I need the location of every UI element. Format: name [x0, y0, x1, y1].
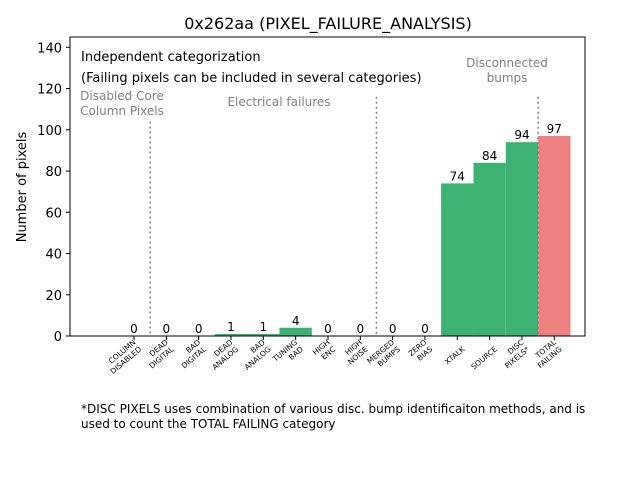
x-axis: COLUMNDISABLED DEADDIGITAL BADDIGITAL DEADA…: [103, 336, 564, 376]
bar: [441, 183, 474, 336]
data-label: 84: [482, 149, 497, 163]
data-label: 0: [324, 322, 332, 336]
bar: [505, 142, 539, 336]
data-label: 0: [195, 322, 203, 336]
separators-group: [149, 96, 539, 336]
section-label: Column Pixels: [80, 104, 164, 118]
y-tick-label: 20: [45, 289, 62, 304]
y-tick-label: 100: [37, 124, 62, 139]
bar: [538, 135, 571, 336]
bar: [473, 162, 506, 336]
data-label: 0: [130, 322, 138, 336]
footnote-line-2: used to count the TOTAL FAILING category: [81, 417, 336, 431]
data-label: 0: [421, 322, 429, 336]
bars-group: 0 0 0 1 1 4 0 0 0 0 74 84 94 97: [130, 122, 571, 336]
x-tick-label: HIGHENC: [311, 338, 337, 364]
x-tick-label: SOURCE: [469, 344, 499, 371]
y-tick-label: 0: [54, 330, 62, 345]
x-tick-label: COLUMNDISABLED: [103, 338, 144, 376]
x-tick-label: BADANALOG: [237, 338, 273, 372]
data-label: 97: [547, 122, 562, 136]
x-tick-label: TOTALFAILING: [530, 337, 564, 370]
section-label: Electrical failures: [227, 95, 330, 109]
footnote-line-1: *DISC PIXELS uses combination of various…: [81, 402, 585, 416]
bar: [247, 333, 280, 336]
y-tick-label: 40: [45, 248, 62, 263]
section-label: Disabled Core: [80, 89, 164, 103]
annotation-title: Independent categorization: [81, 50, 261, 65]
bar: [214, 333, 248, 336]
plot-frame: [69, 36, 586, 337]
x-tick-label-line: SOURCE: [469, 344, 499, 371]
data-label: 4: [292, 314, 300, 328]
data-label: 0: [163, 322, 171, 336]
y-tick-label: 120: [37, 83, 62, 98]
data-label: 1: [227, 320, 235, 334]
section-label: bumps: [487, 71, 528, 85]
data-label: 74: [450, 169, 465, 183]
y-tick-label: 80: [45, 165, 62, 180]
y-axis: 0 20 40 60 80 100 120 140: [37, 41, 70, 345]
y-tick-label: 140: [37, 41, 62, 56]
data-label: 1: [259, 320, 267, 334]
data-label: 0: [389, 322, 397, 336]
data-label: 94: [514, 128, 529, 142]
bar: [279, 327, 312, 336]
x-tick-label: TUNINGBAD: [270, 338, 305, 371]
annotation-subtitle: (Failing pixels can be included in sever…: [81, 71, 422, 86]
x-tick-label: BADDIGITAL: [174, 337, 209, 370]
x-tick-label: MERGEDBUMPS: [365, 338, 402, 373]
x-tick-label: HIGHNOISE: [340, 338, 370, 367]
y-axis-label: Number of pixels: [15, 131, 30, 242]
chart-title: 0x262aa (PIXEL_FAILURE_ANALYSIS): [184, 14, 472, 34]
section-label: Disconnected: [466, 56, 548, 70]
x-tick-label: XTALK: [443, 344, 467, 367]
x-tick-label: DISCPIXELS*: [497, 338, 531, 371]
x-tick-label: ZEROBIAS: [407, 338, 435, 365]
x-tick-label: DEADDIGITAL: [142, 337, 177, 370]
data-label: 0: [356, 322, 364, 336]
x-tick-label: DEADANALOG: [205, 338, 241, 372]
x-tick-label-line: XTALK: [443, 344, 467, 367]
y-tick-label: 60: [45, 206, 62, 221]
